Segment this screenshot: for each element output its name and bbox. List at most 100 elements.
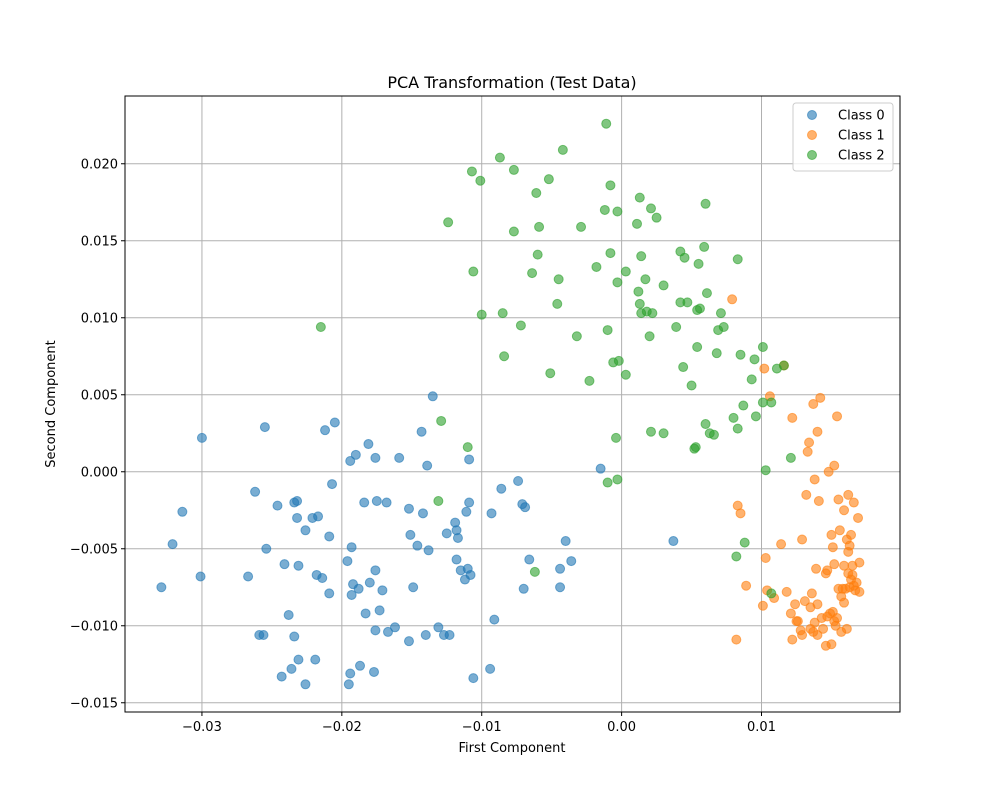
data-point	[757, 397, 768, 408]
data-point	[324, 588, 335, 599]
data-point	[738, 400, 749, 411]
data-point	[355, 660, 366, 671]
data-point	[804, 437, 815, 448]
data-point	[195, 571, 206, 582]
data-point	[272, 500, 283, 511]
data-point	[566, 556, 577, 567]
data-point	[436, 415, 447, 426]
data-point	[731, 634, 742, 645]
data-point	[486, 508, 497, 519]
data-point	[832, 411, 843, 422]
data-point	[640, 274, 651, 285]
data-point	[394, 452, 405, 463]
data-point	[811, 563, 822, 574]
data-point	[766, 397, 777, 408]
data-point	[686, 380, 697, 391]
data-point	[389, 622, 400, 633]
legend-label: Class 1	[838, 129, 885, 144]
x-axis-title: First Component	[459, 741, 566, 756]
data-point	[403, 636, 414, 647]
data-point	[345, 455, 356, 466]
data-point	[451, 554, 462, 565]
data-point	[313, 511, 324, 522]
data-point	[760, 465, 771, 476]
data-point	[515, 320, 526, 331]
data-point	[261, 543, 272, 554]
data-point	[792, 616, 803, 627]
data-point	[476, 309, 487, 320]
data-point	[489, 614, 500, 625]
data-point	[822, 565, 833, 576]
data-point	[292, 496, 303, 507]
data-point	[679, 252, 690, 263]
data-point	[283, 609, 294, 620]
data-point	[843, 489, 854, 500]
data-point	[452, 532, 463, 543]
legend-marker	[807, 130, 817, 140]
data-point	[690, 442, 701, 453]
data-point	[343, 679, 354, 690]
data-point	[441, 528, 452, 539]
chart-title: PCA Transformation (Test Data)	[387, 73, 636, 92]
data-point	[317, 573, 328, 584]
data-point	[732, 254, 743, 265]
data-point	[785, 452, 796, 463]
data-point	[787, 412, 798, 423]
data-point	[602, 477, 613, 488]
data-point	[846, 529, 857, 540]
data-point	[833, 494, 844, 505]
data-point	[735, 349, 746, 360]
data-point	[346, 542, 357, 553]
data-point	[699, 241, 710, 252]
data-point	[534, 221, 545, 232]
data-point	[408, 582, 419, 593]
data-point	[167, 539, 178, 550]
data-point	[276, 671, 287, 682]
data-point	[553, 274, 564, 285]
data-point	[708, 429, 719, 440]
y-tick-label: 0.010	[81, 311, 118, 326]
data-point	[759, 363, 770, 374]
data-point	[342, 556, 353, 567]
data-point	[403, 503, 414, 514]
data-point	[853, 512, 864, 523]
data-point	[848, 497, 859, 508]
data-point	[508, 164, 519, 175]
data-point	[658, 280, 669, 291]
data-point	[826, 639, 837, 650]
data-point	[645, 426, 656, 437]
data-point	[370, 452, 381, 463]
data-point	[529, 566, 540, 577]
y-tick-label: 0.000	[81, 465, 118, 480]
data-point	[416, 426, 427, 437]
y-tick-label: −0.015	[70, 696, 118, 711]
data-point	[363, 439, 374, 450]
data-point	[694, 303, 705, 314]
data-point	[790, 599, 801, 610]
data-point	[350, 449, 361, 460]
data-point	[620, 266, 631, 277]
legend: Class 0 Class 1 Class 2	[792, 102, 894, 172]
y-axis: −0.015 −0.010 −0.005 0.000 0.005 0.010 0.015 0.…	[70, 157, 125, 711]
data-point	[854, 586, 865, 597]
data-point	[557, 144, 568, 155]
data-point	[812, 426, 823, 437]
data-point	[808, 399, 819, 409]
data-point	[496, 483, 507, 494]
data-point	[605, 180, 616, 191]
data-point	[374, 605, 385, 616]
data-points	[156, 118, 865, 690]
data-point	[841, 623, 852, 634]
data-point	[668, 536, 679, 547]
data-point	[711, 348, 722, 359]
data-point	[595, 463, 606, 474]
data-point	[520, 502, 531, 513]
data-point	[632, 218, 643, 229]
series-2	[315, 118, 796, 599]
data-point	[693, 258, 704, 269]
data-point	[360, 608, 371, 619]
data-point	[258, 630, 269, 640]
data-point	[636, 251, 647, 262]
data-point	[382, 626, 393, 637]
x-tick-label: −0.02	[322, 720, 362, 735]
